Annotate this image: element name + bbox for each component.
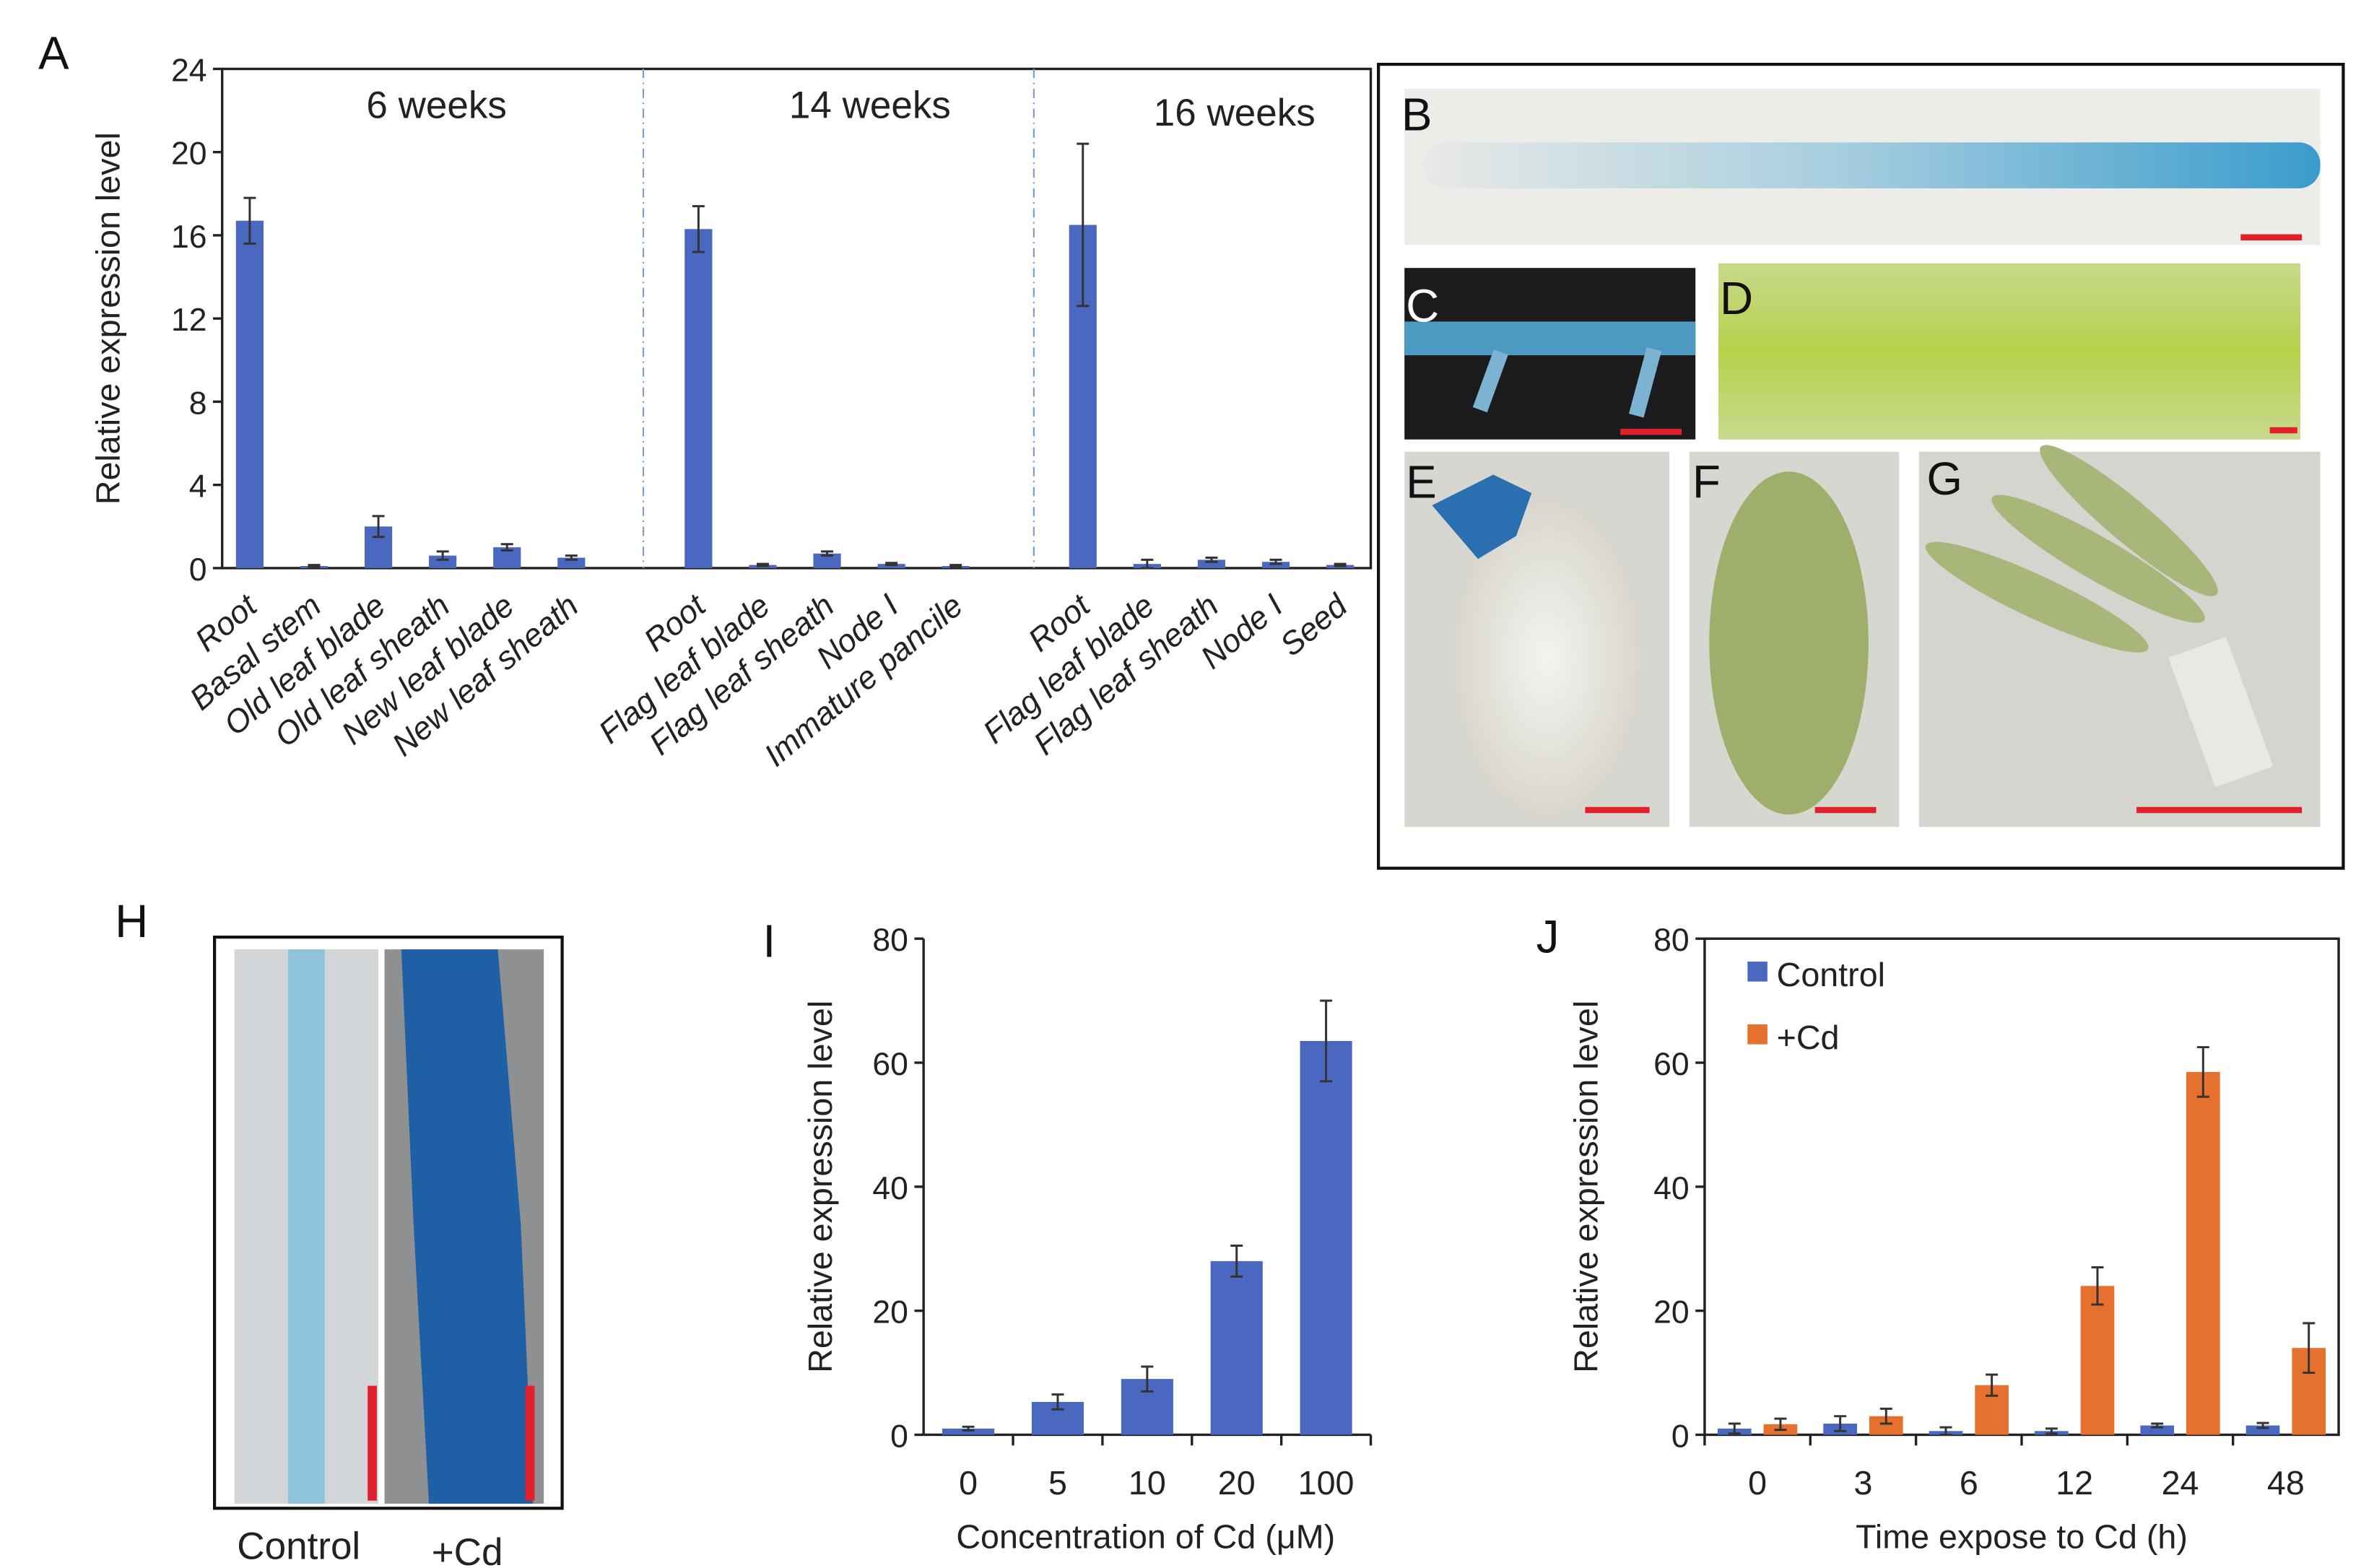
y-tick-label: 16 <box>171 219 207 255</box>
x-category-label: Seed <box>1274 588 1355 663</box>
bar <box>235 220 264 568</box>
bar <box>813 553 841 568</box>
a-group-title: 16 weeks <box>1154 92 1316 134</box>
x-tick-label: 5 <box>1048 1464 1067 1502</box>
panel-label-e: E <box>1406 456 1436 508</box>
y-tick-label: 4 <box>189 469 207 505</box>
scale-bar <box>1620 428 1682 435</box>
bar-control <box>2245 1425 2280 1435</box>
y-tick-label: 0 <box>189 552 207 588</box>
bar <box>1197 559 1226 568</box>
panel-label-f: F <box>1692 456 1721 508</box>
micrograph-panel-b-g: B C D E F <box>1377 62 2345 870</box>
a-group-title: 14 weeks <box>789 84 951 126</box>
panel-label-h: H <box>115 896 148 947</box>
a-plot-frame <box>221 67 1373 570</box>
scale-bar <box>1585 806 1650 814</box>
image-c-lateral-root: C <box>1404 268 1696 440</box>
bar <box>557 557 586 568</box>
bar <box>429 555 457 568</box>
bar-cd <box>2080 1286 2115 1435</box>
x-tick-label: 24 <box>2162 1464 2199 1502</box>
j-ylabel: Relative expression level <box>1567 1001 1604 1373</box>
x-tick-label: 6 <box>1960 1464 1978 1502</box>
panel-j-chart: J Relative expression level Time expose … <box>1536 911 2340 1555</box>
i-ylabel: Relative expression level <box>801 1001 839 1373</box>
legend-swatch-control <box>1747 962 1768 982</box>
legend-swatch-cd <box>1747 1024 1768 1045</box>
scale-bar <box>525 1385 535 1501</box>
x-tick-label: 0 <box>1748 1464 1767 1502</box>
plot-frame <box>1703 937 2340 1437</box>
scale-bar <box>2136 806 2303 814</box>
a-ylabel: Relative expression level <box>90 132 127 505</box>
y-tick-label: 0 <box>890 1419 908 1454</box>
a-group-title: 6 weeks <box>366 84 507 126</box>
x-tick-label: 20 <box>1218 1464 1256 1502</box>
y-tick-label: 80 <box>1653 923 1690 958</box>
bar-control <box>2140 1425 2175 1435</box>
y-tick-label: 20 <box>872 1295 908 1330</box>
image-g-anthers: G <box>1918 445 2321 827</box>
image-b-root: B <box>1401 89 2321 245</box>
image-h-cd <box>384 949 544 1504</box>
panel-label-a: A <box>38 27 69 79</box>
scale-bar <box>2269 427 2297 434</box>
panel-label-c: C <box>1406 280 1439 331</box>
x-tick-label: 3 <box>1853 1464 1872 1502</box>
panel-label-g: G <box>1926 453 1962 505</box>
panel-h-root-staining: H Control +Cd <box>115 896 564 1568</box>
scale-bar <box>1814 806 1877 814</box>
panel-label-i: I <box>762 916 775 967</box>
panel-label-d: D <box>1720 273 1753 324</box>
x-tick-label: 48 <box>2267 1464 2305 1502</box>
h-label-control: Control <box>237 1525 360 1567</box>
bar <box>1210 1260 1263 1435</box>
y-tick-label: 40 <box>872 1171 908 1206</box>
i-xlabel: Concentration of Cd (μM) <box>956 1517 1335 1555</box>
y-tick-label: 40 <box>1653 1171 1690 1206</box>
x-tick-label: 0 <box>959 1464 978 1502</box>
scale-bar <box>368 1385 377 1501</box>
bar <box>942 1428 995 1435</box>
bar-cd <box>2186 1071 2220 1435</box>
j-xlabel: Time expose to Cd (h) <box>1856 1517 2188 1555</box>
legend-label-control: Control <box>1777 956 1885 993</box>
legend-label-cd: +Cd <box>1777 1019 1840 1056</box>
panel-i-chart: I Relative expression level Concentratio… <box>762 916 1373 1555</box>
panel-label-b: B <box>1401 89 1432 140</box>
h-label-cd: +Cd <box>432 1531 503 1568</box>
x-tick-label: 12 <box>2056 1464 2093 1502</box>
x-tick-label: 100 <box>1298 1464 1355 1502</box>
y-tick-label: 80 <box>872 923 908 958</box>
image-h-control <box>234 949 379 1504</box>
image-panel-frame <box>1377 62 2345 870</box>
image-f-spikelet: F <box>1689 451 1900 827</box>
image-frame <box>212 935 564 1510</box>
image-d-leaf: D <box>1718 263 2301 440</box>
panel-label-j: J <box>1536 911 1560 962</box>
panel-a-chart: A Relative expression level 6 weeks 14 w… <box>38 27 1373 773</box>
y-tick-label: 20 <box>1653 1295 1690 1330</box>
y-tick-label: 20 <box>171 136 207 172</box>
y-tick-label: 0 <box>1671 1419 1690 1454</box>
scale-bar <box>2240 234 2303 241</box>
image-e-seed: E <box>1404 451 1670 827</box>
bar <box>684 229 713 568</box>
bar <box>1300 1040 1352 1435</box>
y-tick-label: 24 <box>171 53 207 88</box>
y-tick-label: 8 <box>189 386 207 421</box>
y-tick-label: 60 <box>1653 1047 1690 1082</box>
y-tick-label: 12 <box>171 302 207 338</box>
x-tick-label: 10 <box>1129 1464 1166 1502</box>
y-tick-label: 60 <box>872 1047 908 1082</box>
